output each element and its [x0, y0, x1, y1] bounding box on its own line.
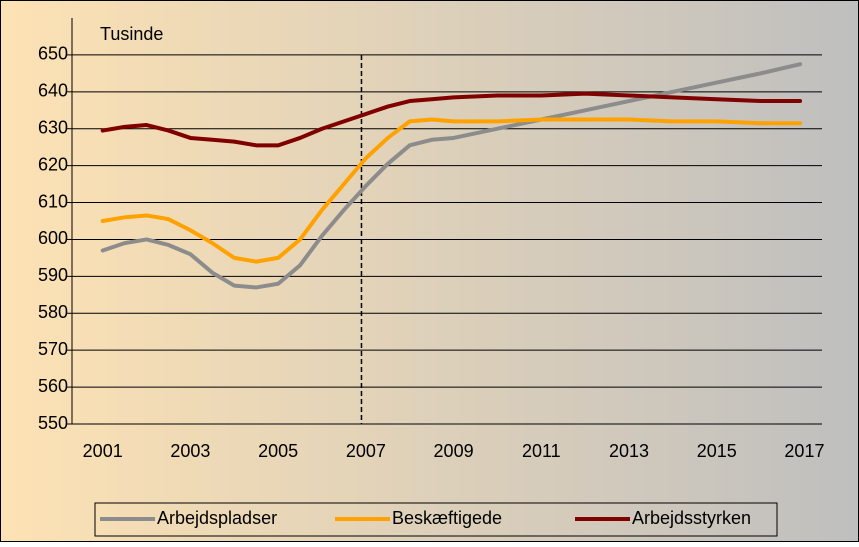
y-axis-label: Tusinde — [100, 24, 163, 44]
x-tick-label: 2005 — [258, 441, 298, 461]
y-tick-label: 630 — [38, 117, 68, 137]
y-tick-label: 560 — [38, 376, 68, 396]
series-line — [100, 117, 803, 264]
y-tick-label: 610 — [38, 191, 68, 211]
y-tick-label: 550 — [38, 413, 68, 433]
x-tick-label: 2011 — [522, 441, 561, 461]
legend-box — [94, 502, 778, 537]
series-line — [100, 62, 803, 290]
x-tick-label: 2017 — [784, 441, 824, 461]
y-tick-label: 590 — [38, 265, 68, 285]
x-tick-label: 2013 — [609, 441, 649, 461]
y-tick-label: 600 — [38, 228, 68, 248]
x-tick-label: 2015 — [697, 441, 737, 461]
series-line — [100, 91, 803, 148]
x-tick-label: 2001 — [83, 441, 123, 461]
x-tick-label: 2007 — [346, 441, 386, 461]
y-tick-label: 650 — [38, 44, 68, 64]
y-tick-label: 570 — [38, 339, 68, 359]
y-tick-label: 640 — [38, 81, 68, 101]
x-tick-label: 2009 — [434, 441, 474, 461]
legend-label: Arbejdspladser — [157, 508, 277, 528]
y-tick-label: 620 — [38, 154, 68, 174]
legend-label: Arbejdsstyrken — [632, 508, 751, 528]
y-tick-label: 580 — [38, 302, 68, 322]
x-tick-label: 2003 — [170, 441, 210, 461]
legend-label: Beskæftigede — [392, 508, 502, 528]
